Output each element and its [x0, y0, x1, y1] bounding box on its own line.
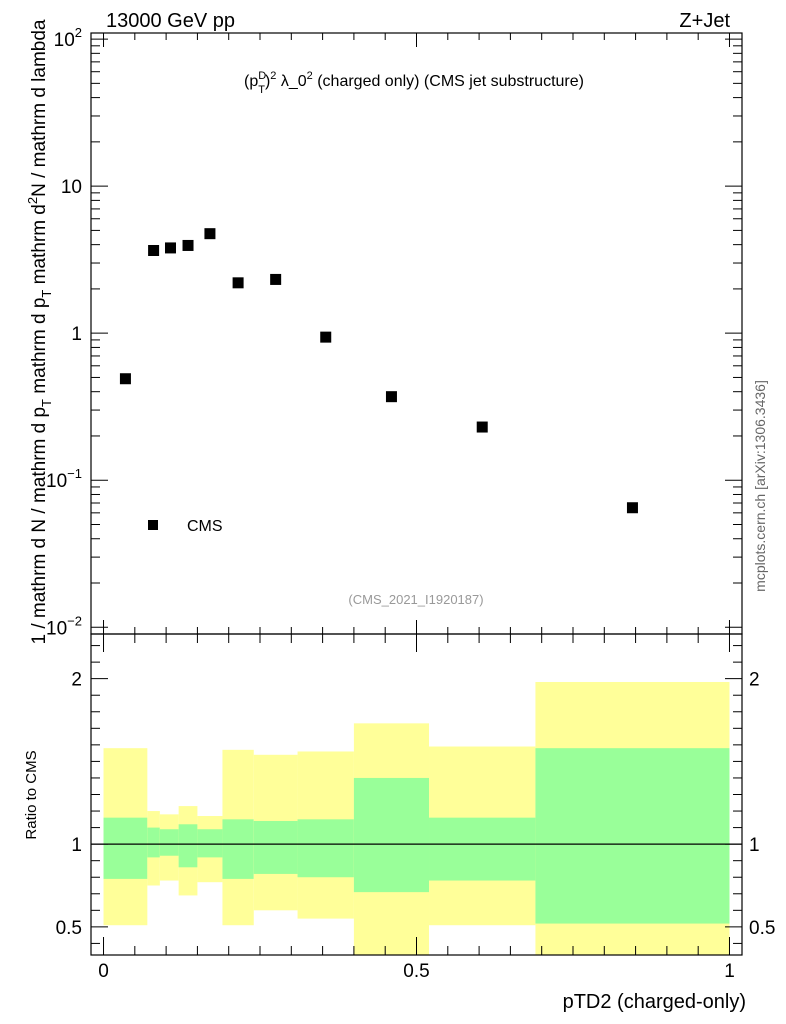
plot-title-part-b: ) [265, 73, 270, 90]
mcplots-side-label: mcplots.cern.ch [arXiv:1306.3436] [752, 380, 768, 592]
ytick-exp: −2 [67, 613, 82, 628]
ratio-x-tick-labels: 0 0.5 1 [98, 961, 735, 982]
ratio-panel: 0.5 0.51 12 2 0 0.5 1 [56, 633, 776, 982]
ytick-base: 10 [46, 618, 67, 639]
stat-band-5 [222, 819, 254, 879]
ratio-x-ticks [103, 634, 730, 955]
ratio-xtick-label-0: 0 [98, 961, 109, 982]
data-points-layer [119, 228, 638, 514]
data-point-2 [164, 242, 176, 254]
stat-band-2 [159, 829, 179, 856]
data-point-5 [232, 277, 244, 289]
data-point-3 [182, 239, 194, 251]
ratio-xtick-label-2: 1 [724, 961, 735, 982]
data-point-7 [320, 331, 332, 343]
stat-band-8 [353, 777, 430, 893]
main-ytick-label-1: 10−1 [46, 466, 82, 492]
ratio-ytick-label-right-0: 0.5 [749, 918, 775, 939]
process-label: Z+Jet [679, 10, 730, 32]
analysis-watermark: (CMS_2021_I1920187) [348, 592, 483, 607]
ratio-bands-layer [103, 681, 730, 955]
data-point-0 [119, 373, 131, 385]
plot-title-sup-2b: 2 [307, 70, 313, 82]
stat-band-0 [103, 817, 148, 879]
ratio-ytick-label-right-1: 1 [749, 835, 760, 856]
data-point-8 [385, 391, 397, 403]
x-axis-label: pTD2 (charged-only) [563, 991, 746, 1013]
ratio-ytick-label-right-2: 2 [749, 670, 760, 691]
main-frame [90, 32, 743, 635]
ratio-y-tick-labels: 0.5 0.5 1 1 2 2 [56, 670, 776, 939]
plot-title-sub-t: T [258, 84, 265, 96]
plot-title-part-c: λ_0 [276, 73, 306, 90]
ratio-ytick-label-left-2: 2 [71, 670, 82, 691]
data-point-4 [204, 228, 216, 240]
stat-band-10 [535, 748, 730, 924]
main-ytick-label-3: 10 [61, 177, 82, 198]
y-label-part-d: N / mathrm d lambda [29, 19, 50, 197]
plot-title: (pD T)2 λ_02 (charged only) (CMS jet subs… [244, 70, 584, 96]
legend-label: CMS [187, 518, 223, 535]
energy-label: 13000 GeV pp [106, 10, 235, 32]
ytick-base: 10 [46, 471, 67, 492]
y-axis-label-text: 1 / mathrm d N / mathrm d pT mathrm d pT… [25, 19, 54, 644]
ytick-exp: −1 [67, 466, 82, 481]
ytick-base: 10 [54, 30, 75, 51]
ratio-y-ticks [91, 645, 742, 944]
plot-title-sup-2: 2 [270, 70, 276, 82]
ratio-xtick-label-1: 0.5 [403, 961, 429, 982]
main-y-axis-label: 1 / mathrm d N / mathrm d pT mathrm d pT… [25, 19, 54, 644]
legend-marker [148, 520, 158, 530]
ratio-y-axis-label: Ratio to CMS [23, 750, 40, 839]
stat-band-4 [197, 829, 223, 858]
data-point-1 [148, 244, 160, 256]
stat-band-7 [297, 819, 354, 878]
data-point-10 [626, 502, 638, 514]
main-ytick-label-4: 102 [54, 25, 82, 51]
plot-title-part-a: (p [244, 73, 258, 90]
stat-band-6 [253, 820, 298, 874]
y-label-sub-t2: T [39, 290, 54, 298]
data-point-9 [476, 421, 488, 433]
stat-band-1 [147, 827, 160, 858]
y-label-part-c: mathrm d [29, 204, 50, 290]
stat-band-3 [178, 824, 198, 868]
ytick-exp: 2 [75, 25, 82, 40]
y-label-sub-t1: T [39, 399, 54, 407]
ratio-ytick-label-left-0: 0.5 [56, 918, 82, 939]
stat-band-9 [429, 817, 536, 881]
main-y-ticks [91, 33, 742, 634]
y-label-part-b: mathrm d p [29, 298, 50, 399]
main-ytick-label-2: 1 [71, 324, 82, 345]
main-ytick-label-0: 10−2 [46, 613, 82, 639]
plot-title-part-d: (charged only) (CMS jet substructure) [313, 73, 584, 90]
data-point-6 [270, 273, 282, 285]
plot-title-sup-d: D [258, 70, 266, 82]
y-label-part-a: 1 / mathrm d N / mathrm d p [29, 407, 50, 645]
y-label-sup-2: 2 [25, 197, 40, 204]
ratio-ytick-label-left-1: 1 [71, 835, 82, 856]
